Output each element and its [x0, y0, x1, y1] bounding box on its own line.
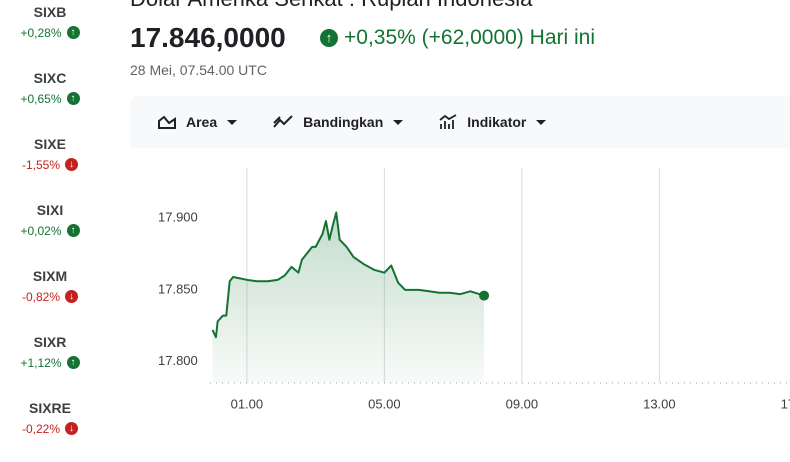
ticker-item[interactable]: SIXI +0,02% ↑	[0, 198, 100, 264]
ticker-symbol: SIXC	[33, 70, 67, 86]
x-tick-label: 09.00	[506, 396, 539, 411]
y-tick-label: 17.900	[158, 210, 198, 225]
ticker-item[interactable]: SIXE -1,55% ↓	[0, 132, 100, 198]
x-tick-label: 17.00	[781, 396, 790, 411]
area-button[interactable]: Area	[158, 114, 238, 130]
x-tick-label: 05.00	[368, 396, 401, 411]
compare-icon	[273, 115, 293, 128]
up-icon: ↑	[66, 356, 80, 370]
up-icon: ↑	[320, 29, 338, 48]
x-tick-label: 01.00	[231, 396, 264, 411]
timestamp: 28 Mei, 07.54.00 UTC	[130, 62, 267, 78]
ticker-change: -1,55%	[21, 158, 61, 172]
ticker-change: +0,28%	[20, 26, 62, 40]
up-icon: ↑	[66, 26, 80, 40]
ticker-symbol: SIXB	[33, 4, 67, 20]
change-period: Hari ini	[529, 26, 596, 49]
toolbar: Area Bandingkan Indikator	[130, 96, 790, 148]
last-point	[479, 290, 490, 301]
tool-label: Indikator	[467, 114, 527, 130]
page: SIXB +0,28% ↑ SIXC +0,65% ↑ SIXE -1,55% ↓ SIXI +0,…	[20, 0, 790, 436]
ticker-change: +0,65%	[20, 92, 62, 106]
ticker-symbol: SIXI	[36, 202, 64, 218]
sidebar: SIXB +0,28% ↑ SIXC +0,65% ↑ SIXE -1,55% ↓ SIXI +0,…	[0, 0, 100, 462]
y-tick-label: 17.850	[158, 281, 198, 296]
ticker-change: -0,82%	[21, 290, 61, 304]
change-value: +0,35% (+62,0000)	[344, 26, 524, 49]
up-icon: ↑	[66, 92, 80, 106]
price-line	[211, 211, 485, 339]
ticker-item[interactable]: SIXRE -0,22% ↓	[0, 396, 100, 462]
area-icon	[158, 115, 176, 129]
down-icon: ↓	[65, 290, 79, 304]
down-icon: ↓	[65, 422, 79, 436]
ticker-symbol: SIXM	[32, 268, 68, 284]
page-title: Dolar Amerika Serikat : Rupiah Indonesia	[130, 0, 532, 12]
compare-button[interactable]: Bandingkan	[273, 114, 404, 130]
tool-label: Area	[186, 114, 218, 130]
area-fill	[212, 212, 485, 383]
ticker-item[interactable]: SIXR +1,12% ↑	[0, 330, 100, 396]
tool-label: Bandingkan	[303, 114, 384, 130]
indicator-button[interactable]: Indikator	[439, 114, 547, 130]
ticker-symbol: SIXE	[34, 136, 66, 152]
chart: 01.00 05.00 09.00 13.00 17.00 17.800 17.850 17.…	[158, 168, 790, 411]
ticker-symbol: SIXRE	[28, 400, 71, 416]
y-tick-label: 17.800	[158, 353, 198, 368]
price: 17.846,0000	[130, 22, 286, 53]
price-change: ↑ +0,35% (+62,0000) Hari ini	[320, 26, 595, 50]
ticker-item[interactable]: SIXM -0,82% ↓	[0, 264, 100, 330]
indicator-icon	[439, 114, 457, 129]
down-icon: ↓	[65, 158, 79, 172]
x-tick-label: 13.00	[643, 396, 676, 411]
ticker-change: -0,22%	[21, 422, 61, 436]
ticker-item[interactable]: SIXB +0,28% ↑	[0, 0, 100, 66]
ticker-symbol: SIXR	[33, 334, 67, 350]
ticker-change: +0,02%	[20, 224, 62, 238]
ticker-change: +1,12%	[20, 356, 62, 370]
ticker-item[interactable]: SIXC +0,65% ↑	[0, 66, 100, 132]
up-icon: ↑	[66, 224, 80, 238]
